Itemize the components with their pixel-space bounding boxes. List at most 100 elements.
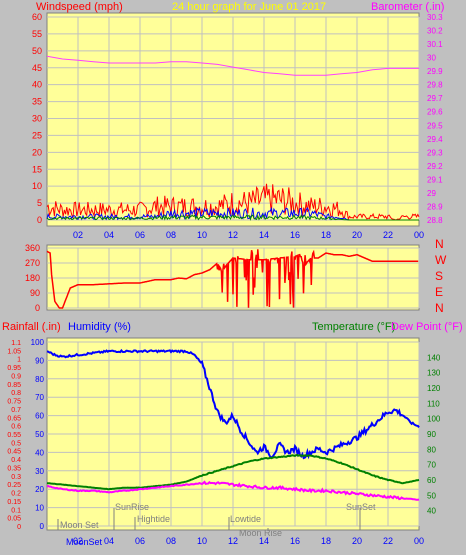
barometer-y-tick-label: 30.2 (427, 27, 443, 36)
hightide-label: Hightide (137, 514, 170, 524)
humidity-y-tick-label: 50 (35, 430, 44, 439)
dir-label-s: S (435, 269, 443, 283)
axes: 05101520253035404550556028.828.92929.129… (7, 12, 443, 546)
rainfall-y-tick-label: 0.25 (7, 482, 21, 489)
barometer-y-tick-label: 28.9 (427, 202, 443, 211)
temperature-y-tick-label: 120 (427, 384, 441, 393)
temperature-y-tick-label: 80 (427, 445, 436, 454)
barometer-y-tick-label: 29.2 (427, 162, 443, 171)
rainfall-y-tick-label: 0.05 (7, 516, 21, 523)
dewpoint-label: Dew Point (°F) (391, 321, 463, 333)
humidity-x-tick-label: 04 (104, 536, 114, 546)
humidity-y-tick-label: 60 (35, 412, 44, 421)
wind-y-tick-label: 60 (32, 12, 42, 22)
rainfall-y-tick-label: 0.3 (11, 474, 21, 481)
rainfall-y-tick-label: 0.15 (7, 499, 21, 506)
barometer-y-tick-label: 29.9 (427, 67, 443, 76)
direction-y-tick-label: 90 (30, 288, 40, 298)
dir-label-e: E (435, 285, 443, 299)
series-temperature (46, 454, 420, 491)
dir-label-n-top: N (435, 237, 444, 251)
humidity-y-tick-label: 100 (31, 338, 45, 347)
wind-x-tick-label: 18 (321, 230, 331, 240)
wind-x-tick-label: 08 (166, 230, 176, 240)
wind-y-tick-label: 50 (32, 46, 42, 56)
windspeed-title: Windspeed (mph) (36, 1, 123, 13)
direction-y-tick-label: 270 (25, 258, 40, 268)
wind-y-tick-label: 55 (32, 29, 42, 39)
dir-label-w: W (435, 253, 447, 267)
humidity-x-tick-label: 16 (290, 536, 300, 546)
wind-x-tick-label: 16 (290, 230, 300, 240)
rainfall-y-tick-label: 0.8 (11, 390, 21, 397)
barometer-y-tick-label: 30.1 (427, 40, 443, 49)
rainfall-y-tick-label: 0.45 (7, 449, 21, 456)
humidity-x-tick-label: 02 (73, 536, 83, 546)
moon-set-label: Moon Set (60, 520, 99, 530)
series (46, 55, 420, 501)
barometer-y-tick-label: 29.1 (427, 175, 443, 184)
rainfall-y-tick-label: 0.2 (11, 491, 21, 498)
annotations: Moon Set SunRise Hightide Lowtide Moon R… (57, 502, 376, 547)
temperature-y-tick-label: 70 (427, 461, 436, 470)
rainfall-y-tick-label: 1.1 (11, 340, 21, 347)
humidity-y-tick-label: 20 (35, 485, 44, 494)
wind-series-average (46, 214, 419, 221)
rainfall-y-tick-label: 0.7 (11, 407, 21, 414)
humidity-y-tick-label: 80 (35, 375, 44, 384)
temperature-y-tick-label: 40 (427, 507, 436, 516)
wind-y-tick-label: 20 (32, 147, 42, 157)
series-dew-point (46, 480, 420, 501)
barometer-title: Barometer (.in) (371, 1, 444, 13)
barometer-y-tick-label: 29 (427, 189, 436, 198)
temperature-y-tick-label: 90 (427, 430, 436, 439)
rainfall-y-tick-label: 0.65 (7, 415, 21, 422)
humidity-y-tick-label: 40 (35, 448, 44, 457)
barometer-y-tick-label: 30.3 (427, 13, 443, 22)
humidity-x-tick-label: 12 (228, 536, 238, 546)
rainfall-y-tick-label: 0.9 (11, 373, 21, 380)
wind-x-tick-label: 14 (259, 230, 269, 240)
wind-x-tick-label: 20 (352, 230, 362, 240)
wind-y-tick-label: 45 (32, 63, 42, 73)
wind-x-tick-label: 12 (228, 230, 238, 240)
humidity-x-tick-label: 14 (259, 536, 269, 546)
rainfall-label: Rainfall (.in) (2, 321, 61, 333)
wind-x-tick-label: 00 (414, 230, 424, 240)
wind-y-tick-label: 35 (32, 97, 42, 107)
humidity-y-tick-label: 10 (35, 504, 44, 513)
temperature-y-tick-label: 130 (427, 369, 441, 378)
wind-y-tick-label: 0 (37, 215, 42, 225)
rainfall-y-tick-label: 0.1 (11, 507, 21, 514)
rainfall-y-tick-label: 0.55 (7, 432, 21, 439)
barometer-y-tick-label: 28.8 (427, 216, 443, 225)
wind-x-tick-label: 02 (73, 230, 83, 240)
direction-y-tick-label: 180 (25, 273, 40, 283)
rainfall-y-tick-label: 1 (17, 357, 21, 364)
temperature-y-tick-label: 100 (427, 415, 441, 424)
wind-x-tick-label: 22 (383, 230, 393, 240)
humidity-x-tick-label: 20 (352, 536, 362, 546)
lowtide-label: Lowtide (230, 514, 261, 524)
rainfall-y-tick-label: 1.05 (7, 348, 21, 355)
rainfall-y-tick-label: 0.35 (7, 465, 21, 472)
wind-y-tick-label: 10 (32, 181, 42, 191)
humidity-label: Humidity (%) (68, 321, 131, 333)
wind-x-tick-label: 04 (104, 230, 114, 240)
wind-y-tick-label: 5 (37, 198, 42, 208)
humidity-x-tick-label: 06 (135, 536, 145, 546)
humidity-x-tick-label: 00 (414, 536, 424, 546)
temperature-y-tick-label: 60 (427, 476, 436, 485)
barometer-y-tick-label: 29.6 (427, 108, 443, 117)
barometer-y-tick-label: 30 (427, 54, 436, 63)
barometer-y-tick-label: 29.7 (427, 94, 443, 103)
rainfall-y-tick-label: 0.85 (7, 382, 21, 389)
wind-y-tick-label: 40 (32, 80, 42, 90)
direction-series (46, 249, 419, 309)
temperature-y-tick-label: 110 (427, 399, 440, 408)
rainfall-y-tick-label: 0.5 (11, 440, 21, 447)
wind-y-tick-label: 15 (32, 164, 42, 174)
humidity-y-tick-label: 0 (40, 522, 45, 531)
humidity-x-tick-label: 22 (383, 536, 393, 546)
